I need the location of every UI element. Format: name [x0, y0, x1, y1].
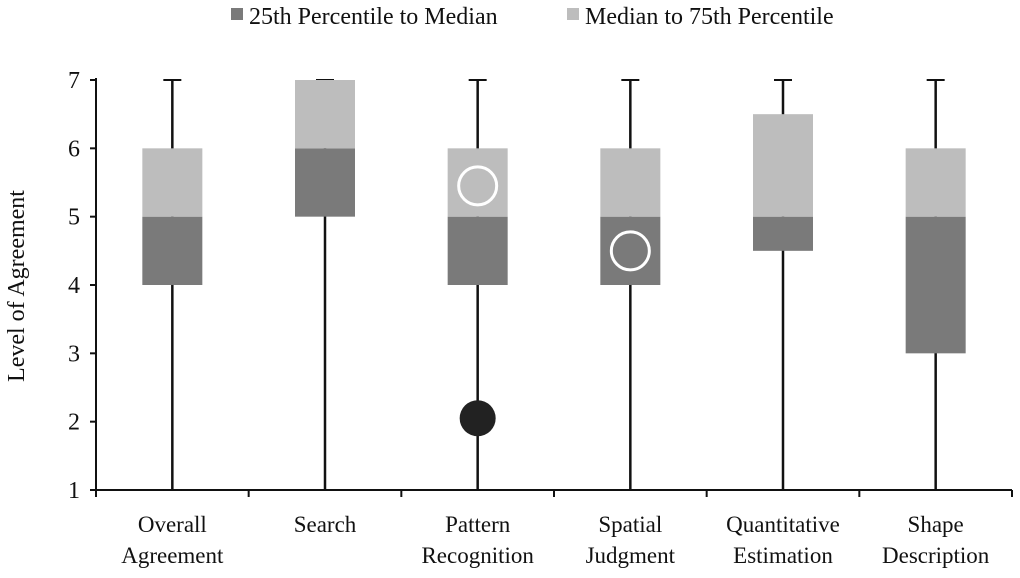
category-label: Overall [138, 512, 207, 537]
boxes [142, 79, 966, 491]
legend-swatch [231, 8, 243, 20]
box-upper [753, 114, 813, 217]
y-axis-label: Level of Agreement [4, 190, 30, 382]
box-upper [142, 148, 203, 217]
y-tick-label: 3 [68, 341, 80, 367]
box-lower [142, 216, 203, 285]
category-label: Description [882, 543, 990, 568]
markers [457, 165, 651, 437]
y-tick-label: 6 [68, 136, 80, 162]
box-1 [295, 79, 355, 491]
box-lower [905, 216, 966, 354]
box-upper [295, 80, 355, 149]
box-0 [142, 79, 203, 491]
category-labels: Overall Agreement Search Pattern Recognition… [121, 512, 990, 568]
y-tick-label: 5 [68, 205, 80, 231]
filled-marker [459, 400, 496, 437]
axes: 1 2 3 4 5 6 7 [68, 68, 1013, 504]
hollow-marker [457, 165, 499, 207]
y-tick-label: 7 [68, 68, 80, 94]
box-3 [600, 79, 661, 491]
box-upper [905, 148, 966, 217]
box-4 [753, 79, 813, 491]
category-label: Estimation [733, 543, 833, 568]
category-label: Agreement [121, 543, 224, 568]
legend: 25th Percentile to Median Median to 75th … [231, 4, 834, 30]
category-label: Search [294, 512, 357, 537]
legend-label: Median to 75th Percentile [585, 4, 834, 30]
y-tick-label: 2 [68, 410, 80, 436]
hollow-marker [609, 230, 651, 272]
box-5 [905, 79, 966, 491]
category-label: Shape [908, 512, 964, 537]
box-lower [600, 216, 661, 285]
category-label: Recognition [421, 543, 534, 568]
y-tick-label: 4 [68, 273, 80, 299]
box-lower [295, 148, 355, 217]
category-label: Quantitative [726, 512, 840, 537]
category-label: Spatial [598, 512, 662, 537]
y-tick-label: 1 [68, 478, 80, 504]
legend-label: 25th Percentile to Median [249, 4, 498, 30]
category-label: Judgment [586, 543, 676, 568]
legend-swatch [567, 8, 579, 20]
box-lower [753, 216, 813, 251]
box-lower [447, 216, 508, 285]
box-upper [600, 148, 661, 217]
category-label: Pattern [445, 512, 511, 537]
